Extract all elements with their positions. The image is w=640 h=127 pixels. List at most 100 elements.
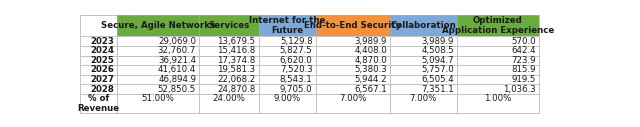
Text: % of
Revenue: % of Revenue — [77, 94, 120, 113]
Bar — [390, 55, 457, 65]
Bar — [117, 75, 199, 84]
Bar — [259, 84, 316, 94]
Bar — [457, 36, 539, 46]
Bar — [199, 84, 259, 94]
Text: 5,380.3: 5,380.3 — [355, 65, 387, 74]
Bar — [199, 55, 259, 65]
Text: 6,620.0: 6,620.0 — [280, 56, 312, 65]
Text: Internet for the
Future: Internet for the Future — [249, 16, 325, 35]
Bar — [259, 65, 316, 75]
Text: 41,610.4: 41,610.4 — [158, 65, 196, 74]
Bar — [316, 46, 390, 55]
Bar — [457, 84, 539, 94]
Text: 15,416.8: 15,416.8 — [218, 46, 255, 55]
Text: 46,894.9: 46,894.9 — [158, 75, 196, 84]
Bar — [80, 94, 117, 113]
Text: 2028: 2028 — [90, 85, 114, 94]
Bar — [259, 65, 316, 75]
Bar — [199, 84, 259, 94]
Text: 24,870.8: 24,870.8 — [218, 85, 255, 94]
Bar — [117, 15, 199, 36]
Text: 570.0: 570.0 — [511, 37, 536, 46]
Bar — [457, 65, 539, 75]
Text: 24.00%: 24.00% — [212, 94, 245, 104]
Bar — [316, 75, 390, 84]
Bar — [199, 15, 259, 36]
Bar — [199, 15, 259, 36]
Bar — [199, 65, 259, 75]
Bar — [259, 55, 316, 65]
Bar — [390, 94, 457, 113]
Bar — [390, 75, 457, 84]
Bar — [390, 84, 457, 94]
Text: 2025: 2025 — [90, 56, 114, 65]
Bar — [199, 46, 259, 55]
Bar — [117, 15, 199, 36]
Text: 6,505.4: 6,505.4 — [421, 75, 454, 84]
Bar — [316, 65, 390, 75]
Text: 5,757.0: 5,757.0 — [421, 65, 454, 74]
Bar — [80, 36, 117, 46]
Bar — [199, 46, 259, 55]
Bar — [80, 94, 117, 113]
Text: 36,921.4: 36,921.4 — [158, 56, 196, 65]
Bar — [80, 15, 117, 36]
Bar — [199, 36, 259, 46]
Bar — [390, 94, 457, 113]
Bar — [390, 65, 457, 75]
Bar — [457, 75, 539, 84]
Text: 5,944.2: 5,944.2 — [355, 75, 387, 84]
Bar — [457, 46, 539, 55]
Bar — [457, 15, 539, 36]
Bar — [390, 55, 457, 65]
Bar — [316, 15, 390, 36]
Text: Optimized
Application Experience: Optimized Application Experience — [442, 16, 554, 35]
Text: 52,850.5: 52,850.5 — [158, 85, 196, 94]
Text: 9.00%: 9.00% — [273, 94, 301, 104]
Bar — [390, 15, 457, 36]
Text: 32,760.7: 32,760.7 — [158, 46, 196, 55]
Bar — [199, 75, 259, 84]
Bar — [199, 36, 259, 46]
Text: 13,679.5: 13,679.5 — [218, 37, 255, 46]
Bar — [117, 55, 199, 65]
Bar — [316, 46, 390, 55]
Bar — [390, 15, 457, 36]
Text: 723.9: 723.9 — [511, 56, 536, 65]
Text: Services: Services — [208, 21, 250, 30]
Text: Collaboration: Collaboration — [390, 21, 456, 30]
Bar — [316, 65, 390, 75]
Text: 2023: 2023 — [90, 37, 114, 46]
Bar — [80, 15, 117, 36]
Bar — [457, 75, 539, 84]
Bar — [457, 46, 539, 55]
Bar — [80, 46, 117, 55]
Text: End-to-End Security: End-to-End Security — [304, 21, 401, 30]
Bar — [80, 65, 117, 75]
Bar — [80, 46, 117, 55]
Bar — [117, 36, 199, 46]
Bar — [316, 55, 390, 65]
Text: 1,036.3: 1,036.3 — [503, 85, 536, 94]
Bar — [117, 84, 199, 94]
Text: 4,870.0: 4,870.0 — [355, 56, 387, 65]
Bar — [390, 36, 457, 46]
Text: 7.00%: 7.00% — [339, 94, 367, 104]
Text: 815.9: 815.9 — [511, 65, 536, 74]
Bar — [457, 65, 539, 75]
Text: 19,581.3: 19,581.3 — [218, 65, 255, 74]
Bar — [259, 94, 316, 113]
Text: Secure, Agile Networks: Secure, Agile Networks — [101, 21, 215, 30]
Text: 2027: 2027 — [90, 75, 114, 84]
Bar — [457, 94, 539, 113]
Bar — [457, 36, 539, 46]
Text: 5,827.5: 5,827.5 — [280, 46, 312, 55]
Text: 919.5: 919.5 — [511, 75, 536, 84]
Bar — [316, 36, 390, 46]
Bar — [259, 36, 316, 46]
Bar — [457, 55, 539, 65]
Text: 51.00%: 51.00% — [141, 94, 175, 104]
Bar — [457, 94, 539, 113]
Text: 3,989.9: 3,989.9 — [355, 37, 387, 46]
Bar — [117, 94, 199, 113]
